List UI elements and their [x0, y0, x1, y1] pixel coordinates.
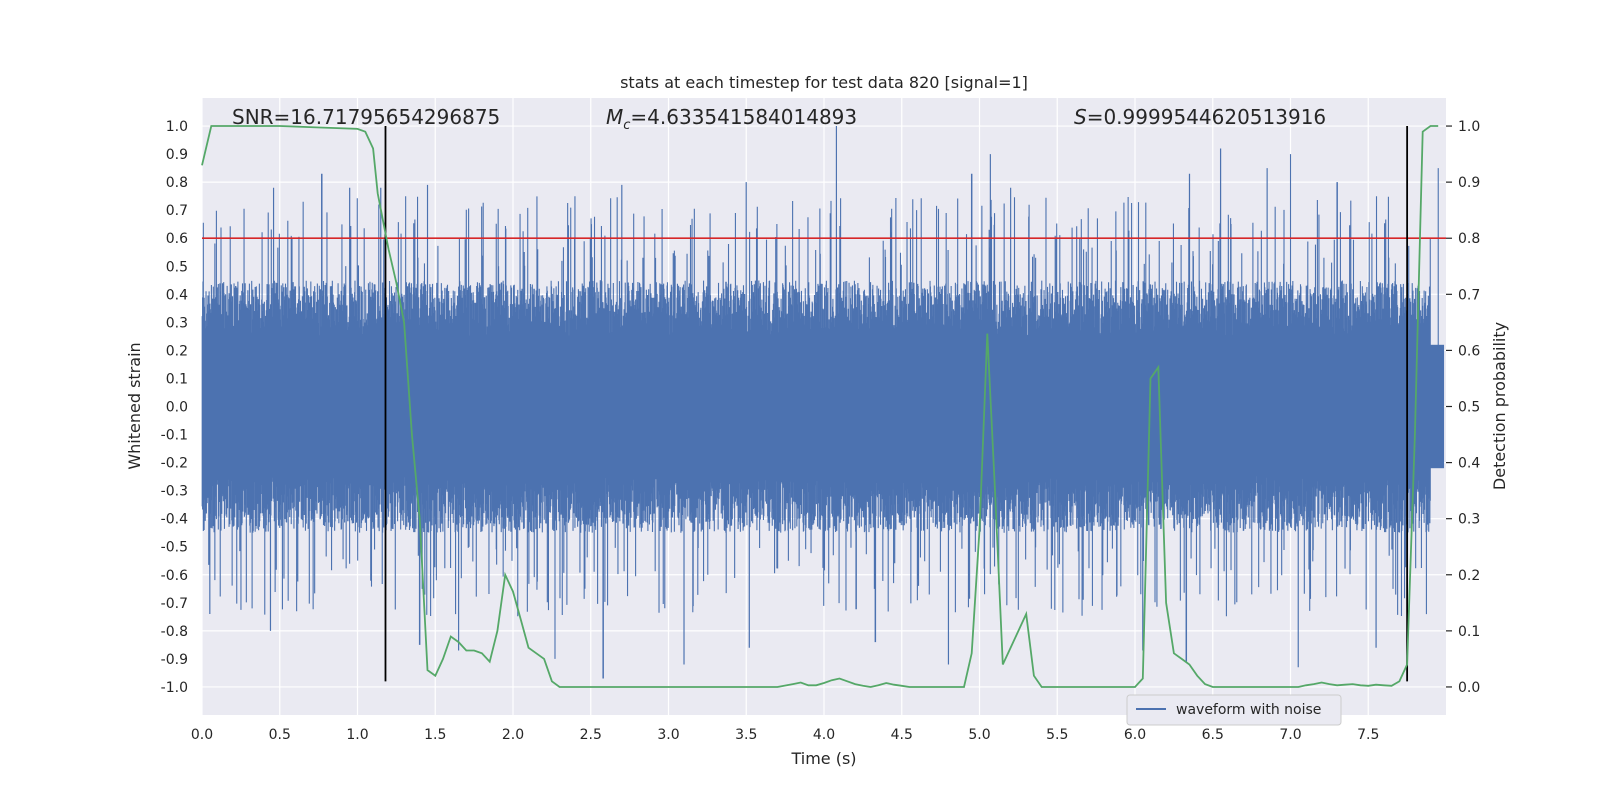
x-tick-label: 2.0: [502, 727, 524, 743]
detection-probability-line: [201, 125, 1439, 688]
vertical-markers: [384, 126, 1409, 682]
y-left-tick-label: -0.2: [161, 456, 188, 472]
y-left-tick-label: 0.8: [166, 175, 188, 191]
x-tick-label: 3.5: [735, 727, 757, 743]
y-right-tick-label: 0.6: [1458, 343, 1480, 359]
y-left-tick-label: -0.7: [161, 596, 188, 612]
x-tick-label: 0.5: [269, 727, 291, 743]
x-tick-label: 1.5: [424, 727, 446, 743]
y-left-tick-label: -0.5: [161, 540, 188, 556]
y-left-tick-label: 0.9: [166, 147, 188, 163]
y-left-tick-label: -0.6: [161, 568, 188, 584]
y-left-tick-label: 0.3: [166, 315, 188, 331]
y-left-tick-label: -0.1: [161, 428, 188, 444]
y-left-tick-label: -1.0: [161, 680, 188, 696]
chart-title: stats at each timestep for test data 820…: [620, 73, 1028, 92]
x-tick-label: 6.0: [1124, 727, 1146, 743]
x-tick-label: 1.0: [346, 727, 368, 743]
y-left-tick-label: -0.9: [161, 652, 188, 668]
y-left-tick-label: -0.4: [161, 512, 188, 528]
y-right-axis-label: Detection probability: [1490, 322, 1509, 490]
y-right-tick-label: 1.0: [1458, 119, 1480, 135]
y-left-tick-label: 0.5: [166, 259, 188, 275]
x-tick-label: 5.0: [968, 727, 990, 743]
x-tick-label: 2.5: [580, 727, 602, 743]
y-right-tick-label: 0.0: [1458, 680, 1480, 696]
chirp-mass-annotation: Mc=4.633541584014893: [606, 105, 857, 133]
y-left-tick-label: 0.4: [166, 287, 188, 303]
waveform-series: [201, 126, 1445, 679]
y-left-tick-label: 1.0: [166, 119, 188, 135]
x-axis-label: Time (s): [790, 749, 856, 768]
y-left-axis-label: Whitened strain: [125, 342, 144, 469]
x-tick-label: 7.5: [1357, 727, 1379, 743]
y-left-tick-label: -0.3: [161, 484, 188, 500]
y-left-tick-label: 0.2: [166, 343, 188, 359]
legend-box: [1126, 694, 1342, 726]
y-right-tick-label: 0.4: [1458, 456, 1480, 472]
x-tick-label: 5.5: [1046, 727, 1068, 743]
x-tick-label: 0.0: [191, 727, 213, 743]
y-right-tick-labels: 1.0 0.9 0.8 0.7 0.6 0.5 0.4 0.3 0.2 0.1 0.0: [1446, 119, 1480, 696]
y-left-tick-label: 0.0: [166, 400, 188, 416]
y-right-tick-label: 0.8: [1458, 231, 1480, 247]
y-left-tick-labels: 1.0 0.9 0.8 0.7 0.6 0.5 0.4 0.3 0.2 0.1 0.0 -0.1 -0.…: [161, 119, 188, 696]
y-left-tick-label: -0.8: [161, 624, 188, 640]
snr-annotation: SNR=16.71795654296875: [232, 105, 500, 129]
y-right-tick-label: 0.3: [1458, 512, 1480, 528]
score-annotation: S=0.9999544620513916: [1074, 105, 1326, 129]
x-tick-label: 4.5: [891, 727, 913, 743]
y-left-tick-label: 0.1: [166, 371, 188, 387]
legend-label: waveform with noise: [1176, 702, 1321, 718]
y-right-tick-label: 0.9: [1458, 175, 1480, 191]
x-tick-label: 3.0: [657, 727, 679, 743]
x-tick-label: 7.0: [1279, 727, 1301, 743]
y-right-tick-label: 0.5: [1458, 400, 1480, 416]
x-tick-labels: 0.0 0.5 1.0 1.5 2.0 2.5 3.0 3.5 4.0 4.5 5.0 5.5 6.0 6…: [191, 727, 1380, 743]
y-right-tick-label: 0.7: [1458, 287, 1480, 303]
y-left-tick-label: 0.7: [166, 203, 188, 219]
legend: waveform with noise: [1126, 694, 1342, 726]
y-left-tick-label: 0.6: [166, 231, 188, 247]
x-tick-label: 4.0: [813, 727, 835, 743]
y-right-tick-label: 0.2: [1458, 568, 1480, 584]
x-tick-label: 6.5: [1202, 727, 1224, 743]
y-right-tick-label: 0.1: [1458, 624, 1480, 640]
waveform-path: [201, 126, 1439, 679]
